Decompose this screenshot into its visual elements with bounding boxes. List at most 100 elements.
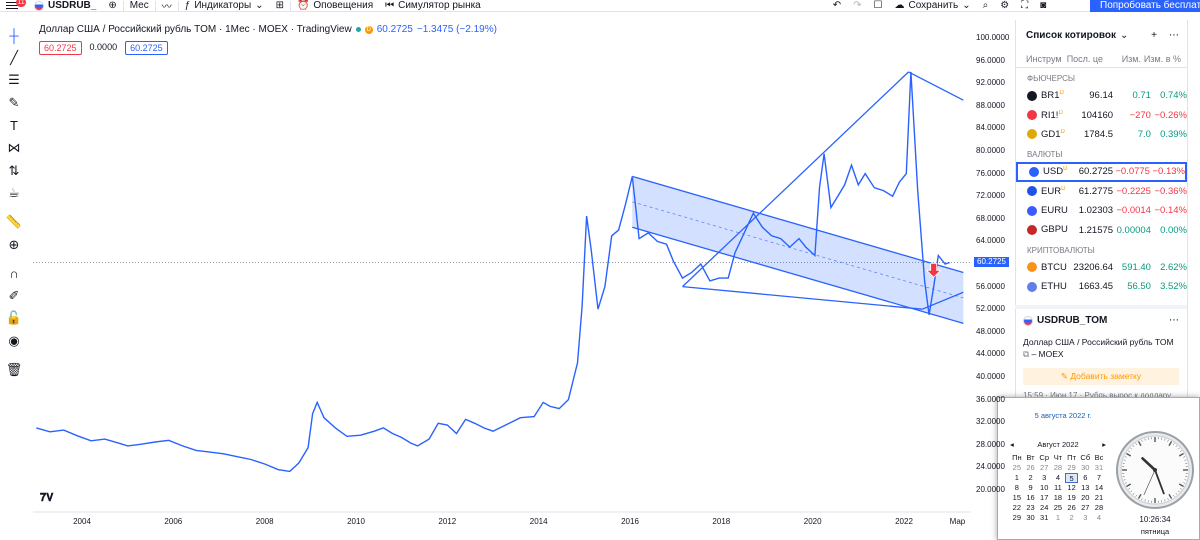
calendar-day[interactable]: 7 bbox=[1096, 473, 1102, 482]
col-change-pct[interactable]: Изм. в % bbox=[1143, 53, 1181, 64]
delete-tool[interactable]: 🗑 bbox=[0, 358, 28, 381]
calendar-day[interactable]: 29 bbox=[1012, 513, 1022, 522]
watchlist-row[interactable]: RI1!D 104160 −270 −0.26% bbox=[1016, 105, 1187, 124]
hide-tool[interactable]: ◉ bbox=[0, 330, 28, 353]
calendar-day[interactable]: 20 bbox=[1081, 493, 1090, 502]
calendar-day[interactable]: 25 bbox=[1053, 503, 1063, 512]
calendar-day[interactable]: 24 bbox=[1040, 503, 1049, 512]
watchlist-row[interactable]: EURD 61.2775 −0.2225 −0.36% bbox=[1016, 182, 1187, 201]
ask-price[interactable]: 60.2725 bbox=[125, 41, 168, 55]
calendar-day[interactable]: 1 bbox=[1055, 513, 1060, 522]
lock-tool[interactable]: 🔓 bbox=[0, 307, 28, 330]
calendar-day[interactable]: 14 bbox=[1094, 483, 1104, 492]
col-change[interactable]: Изм. bbox=[1121, 53, 1141, 64]
watchlist-section-header[interactable]: ФЬЮЧЕРСЫ bbox=[1027, 74, 1075, 83]
brush-tool[interactable]: ✎ bbox=[0, 92, 28, 115]
magnet-tool[interactable]: ∩ bbox=[0, 262, 28, 285]
interval-button[interactable]: Мес bbox=[129, 0, 149, 11]
month-label[interactable]: Август 2022 bbox=[1037, 440, 1079, 449]
calendar-day[interactable]: 27 bbox=[1040, 463, 1049, 472]
calendar-day[interactable]: 11 bbox=[1054, 483, 1062, 492]
fullscreen-button[interactable]: ⛶ bbox=[1015, 0, 1034, 12]
calendar-day[interactable]: 25 bbox=[1012, 463, 1022, 472]
calendar-day[interactable]: 2 bbox=[1069, 513, 1074, 522]
watchlist-row[interactable]: GD1D 1784.5 7.0 0.39% bbox=[1016, 125, 1187, 144]
news-item[interactable]: 15:59 · Июн 17 · Рубль вырос к доллару bbox=[1023, 391, 1172, 400]
watchlist-section-header[interactable]: КРИПТОВАЛЮТЫ bbox=[1027, 245, 1095, 255]
crosshair-tool[interactable]: ┼ bbox=[0, 24, 28, 47]
price-axis[interactable]: 100.0000 96.0000 92.0000 88.0000 84.0000 80.0… bbox=[973, 20, 1015, 520]
calendar-day[interactable]: 31 bbox=[1040, 513, 1049, 522]
calendar-day[interactable]: 8 bbox=[1014, 483, 1019, 492]
calendar-day[interactable]: 30 bbox=[1081, 463, 1090, 472]
save-button[interactable]: ☁ Сохранить ⌄ bbox=[889, 0, 977, 12]
more-icon[interactable]: ⋯ bbox=[1169, 315, 1179, 326]
indicators-button[interactable]: ƒ Индикаторы ⌄ bbox=[179, 0, 270, 12]
stay-drawing-tool[interactable]: ✐ bbox=[0, 285, 28, 308]
symbol-search-button[interactable]: USDRUB_ bbox=[28, 0, 102, 12]
col-last[interactable]: Посл. це bbox=[1066, 53, 1103, 64]
calendar-day[interactable]: 1 bbox=[1014, 473, 1019, 482]
fib-tool[interactable]: ☰ bbox=[0, 69, 28, 92]
calendar-day[interactable]: 16 bbox=[1026, 493, 1035, 502]
details-symbol[interactable]: USDRUB_TOM bbox=[1037, 315, 1108, 326]
calendar-day[interactable]: 3 bbox=[1083, 513, 1088, 522]
chart-type-button[interactable]: 〰 bbox=[156, 0, 178, 13]
zoom-tool[interactable]: ⊕ bbox=[0, 233, 28, 256]
text-tool[interactable]: T bbox=[0, 114, 28, 137]
watchlist-row[interactable]: USDD 60.2725 −0.0775 −0.13% bbox=[1016, 162, 1187, 182]
alerts-button[interactable]: ⏰ Оповещения bbox=[291, 0, 379, 12]
settings-button[interactable]: ⚙ bbox=[994, 0, 1015, 12]
calendar-day[interactable]: 26 bbox=[1067, 503, 1076, 512]
calendar-day[interactable]: 22 bbox=[1012, 503, 1022, 512]
try-free-button[interactable]: Попробовать бесплатно bbox=[1090, 0, 1200, 12]
calendar-day[interactable]: 30 bbox=[1026, 513, 1035, 522]
search-button[interactable]: ⌕ bbox=[977, 0, 995, 12]
watchlist-row[interactable]: ETHU 1663.45 56.50 3.52% bbox=[1016, 277, 1187, 296]
watchlist-row[interactable]: BR1D 96.14 0.71 0.74% bbox=[1016, 86, 1187, 105]
add-note-button[interactable]: ✎ Добавить заметку bbox=[1023, 368, 1179, 385]
price-chart[interactable]: 2004 2006 2008 2010 2012 2014 2016 2018 2020 2022… bbox=[33, 20, 973, 532]
calendar-day[interactable]: 18 bbox=[1053, 493, 1063, 502]
main-menu-button[interactable]: 11 bbox=[0, 0, 28, 12]
more-icon[interactable]: ⋯ bbox=[1169, 29, 1179, 41]
prediction-tool[interactable]: ⇅ bbox=[0, 160, 28, 183]
redo-button[interactable]: ↷ bbox=[847, 0, 867, 12]
watchlist-section-header[interactable]: ВАЛЮТЫ bbox=[1027, 150, 1063, 160]
calendar-day[interactable]: 6 bbox=[1083, 473, 1088, 482]
calendar-day[interactable]: 26 bbox=[1026, 463, 1035, 472]
calendar-day[interactable]: 3 bbox=[1042, 473, 1047, 482]
watchlist-row[interactable]: GBPU 1.21575 0.00004 0.00% bbox=[1016, 220, 1187, 239]
calendar-day[interactable]: 9 bbox=[1028, 483, 1033, 492]
calendar-day[interactable]: 23 bbox=[1026, 503, 1035, 512]
icons-tool[interactable]: ☕ bbox=[0, 182, 28, 205]
add-symbol-icon[interactable]: + bbox=[1151, 29, 1157, 41]
prev-month-icon[interactable]: ◂ bbox=[1010, 440, 1014, 449]
watchlist-row[interactable]: BTCU 23206.64 591.40 2.62% bbox=[1016, 258, 1187, 277]
replay-button[interactable]: ⏮ Симулятор рынка bbox=[379, 0, 487, 12]
calendar-day[interactable]: 21 bbox=[1094, 493, 1104, 502]
calendar-day[interactable]: 17 bbox=[1040, 493, 1049, 502]
calendar-day[interactable]: 29 bbox=[1067, 463, 1076, 472]
calendar-day[interactable]: 13 bbox=[1081, 483, 1090, 492]
watchlist-title[interactable]: Список котировок bbox=[1026, 29, 1116, 41]
calendar-day[interactable]: 4 bbox=[1055, 473, 1060, 482]
calendar-day[interactable]: 19 bbox=[1067, 493, 1076, 502]
templates-button[interactable]: ⊞ bbox=[270, 0, 290, 12]
next-month-icon[interactable]: ▸ bbox=[1102, 440, 1106, 449]
calendar-day[interactable]: 15 bbox=[1012, 493, 1022, 502]
calendar-day[interactable]: 2 bbox=[1028, 473, 1033, 482]
calendar-day[interactable]: 28 bbox=[1053, 463, 1063, 472]
calendar-day[interactable]: 31 bbox=[1094, 463, 1104, 472]
watchlist-row[interactable]: EURU 1.02303 −0.0014 −0.14% bbox=[1016, 201, 1187, 220]
compare-button[interactable]: ⊕ bbox=[102, 0, 122, 12]
chart-pane[interactable]: 2004 2006 2008 2010 2012 2014 2016 2018 2020 2022… bbox=[33, 20, 973, 532]
calendar-day[interactable]: 4 bbox=[1096, 513, 1102, 522]
layout-button[interactable]: ☐ bbox=[868, 0, 889, 12]
trendline-tool[interactable]: ╱ bbox=[0, 47, 28, 70]
bid-price[interactable]: 60.2725 bbox=[39, 41, 82, 55]
calendar-day[interactable]: 12 bbox=[1067, 483, 1076, 492]
snapshot-button[interactable]: ◙ bbox=[1034, 0, 1052, 12]
col-symbol[interactable]: Инструм bbox=[1026, 53, 1062, 64]
calendar-day[interactable]: 5 bbox=[1064, 473, 1079, 483]
